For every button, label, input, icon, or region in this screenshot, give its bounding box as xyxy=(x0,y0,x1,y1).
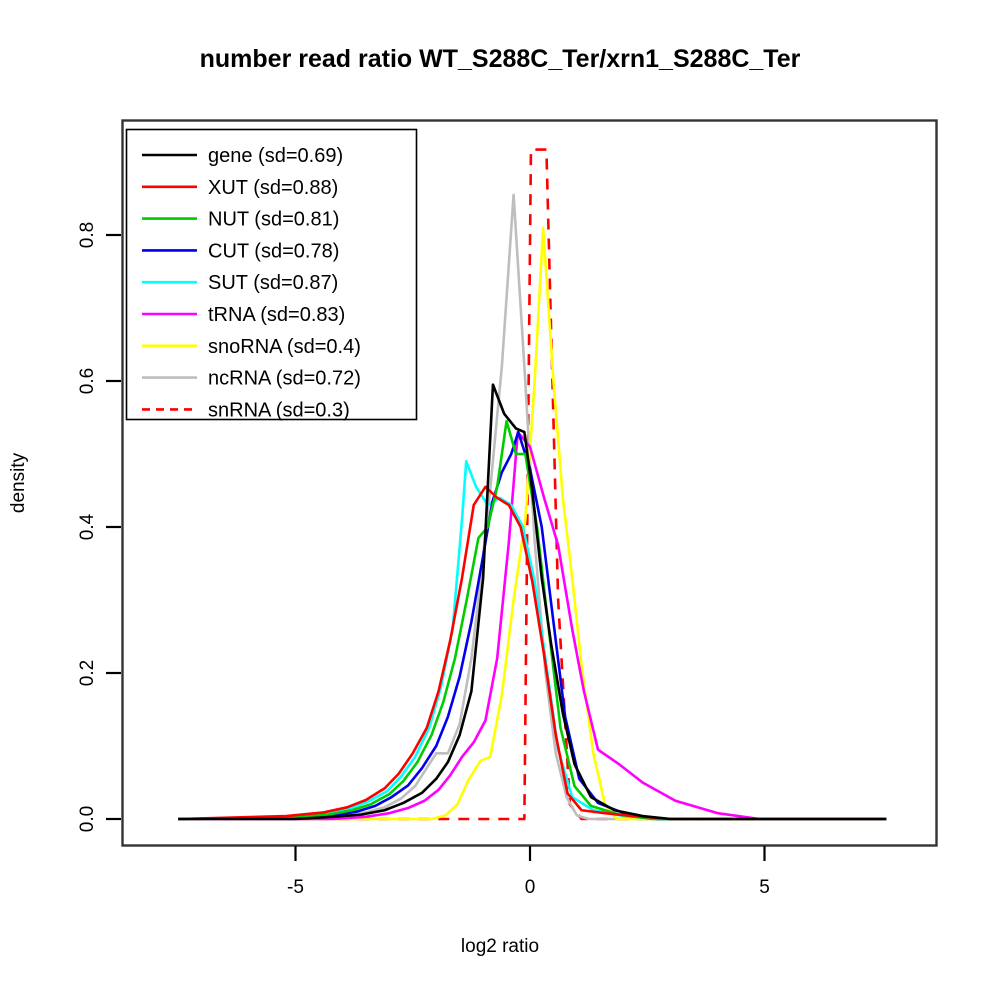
legend-item-cut[interactable]: CUT (sd=0.78) xyxy=(142,240,339,262)
y-axis-tick-label: 0.6 xyxy=(77,368,98,394)
legend-item-gene[interactable]: gene (sd=0.69) xyxy=(142,145,343,167)
plot-frame xyxy=(121,119,938,847)
legend-box xyxy=(125,128,418,421)
series-line-ncrna xyxy=(178,193,887,821)
data-curves xyxy=(178,148,887,821)
legend-label: snRNA (sd=0.3) xyxy=(208,399,350,421)
legend-item-trna[interactable]: tRNA (sd=0.83) xyxy=(142,304,345,326)
legend-label: XUT (sd=0.88) xyxy=(208,177,338,199)
legend-label: NUT (sd=0.81) xyxy=(208,209,339,231)
legend-item-sut[interactable]: SUT (sd=0.87) xyxy=(142,272,338,294)
legend-item-snrna[interactable]: snRNA (sd=0.3) xyxy=(142,399,350,421)
y-axis-tick-label: 0.2 xyxy=(77,660,98,686)
legend: gene (sd=0.69) XUT (sd=0.88) NUT (sd=0.81)… xyxy=(125,128,418,421)
legend-label: SUT (sd=0.87) xyxy=(208,272,338,294)
y-axis: 0.0 0.2 0.4 0.6 0.8 xyxy=(77,222,121,832)
y-axis-tick-label: 0.8 xyxy=(77,222,98,248)
x-axis: -5 0 5 xyxy=(287,846,770,898)
x-axis-tick-label: 5 xyxy=(759,877,770,898)
legend-item-ncrna[interactable]: ncRNA (sd=0.72) xyxy=(142,368,361,390)
legend-label: snoRNA (sd=0.4) xyxy=(208,336,361,358)
legend-label: CUT (sd=0.78) xyxy=(208,240,339,262)
x-axis-tick-label: -5 xyxy=(287,877,304,898)
series-line-nut xyxy=(178,419,887,821)
legend-item-snorna[interactable]: snoRNA (sd=0.4) xyxy=(142,336,361,358)
y-axis-tick-label: 0.0 xyxy=(77,806,98,832)
x-axis-label: log2 ratio xyxy=(460,936,540,957)
series-line-xut xyxy=(178,485,887,821)
legend-label: gene (sd=0.69) xyxy=(208,145,343,167)
legend-label: ncRNA (sd=0.72) xyxy=(208,368,361,390)
legend-item-xut[interactable]: XUT (sd=0.88) xyxy=(142,177,338,199)
x-axis-tick-label: 0 xyxy=(525,877,536,898)
series-line-gene xyxy=(178,383,887,821)
series-line-trna xyxy=(178,430,887,821)
series-line-sut xyxy=(178,460,887,821)
page-title: number read ratio WT_S288C_Ter/xrn1_S288… xyxy=(199,45,801,73)
legend-item-nut[interactable]: NUT (sd=0.81) xyxy=(142,209,339,231)
y-axis-tick-label: 0.4 xyxy=(77,513,98,540)
legend-entries: gene (sd=0.69) XUT (sd=0.88) NUT (sd=0.81)… xyxy=(142,145,361,421)
legend-label: tRNA (sd=0.83) xyxy=(208,304,345,326)
